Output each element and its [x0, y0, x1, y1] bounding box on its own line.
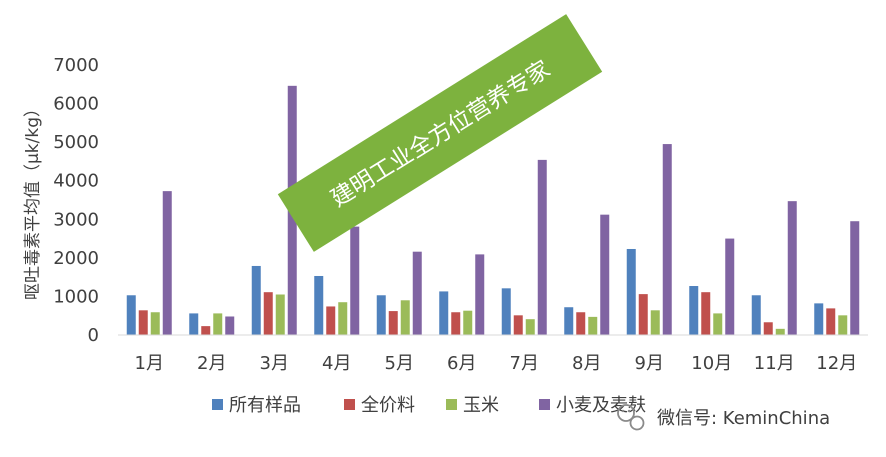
x-tick-label: 4月 [322, 353, 351, 374]
y-tick-label: 7000 [53, 55, 99, 76]
x-tick-label: 7月 [510, 353, 539, 374]
y-tick-label: 3000 [53, 209, 99, 230]
bar [701, 292, 711, 335]
y-tick-label: 1000 [53, 286, 99, 307]
bar [751, 295, 761, 335]
bar [251, 265, 261, 335]
legend-swatch [446, 399, 457, 410]
bar [725, 238, 735, 335]
legend-item: 玉米 [446, 395, 499, 416]
bar [525, 319, 535, 335]
bar [513, 315, 523, 335]
bar [138, 310, 148, 335]
bar [775, 328, 785, 335]
bar [662, 144, 672, 335]
bar [576, 312, 586, 335]
bar [439, 291, 449, 335]
bar [263, 292, 273, 335]
bar [189, 313, 199, 335]
legend-label: 所有样品 [229, 395, 301, 416]
x-tick-label: 12月 [816, 353, 857, 374]
bar [650, 310, 660, 335]
legend-swatch [344, 399, 355, 410]
bar [501, 288, 511, 335]
bar [400, 300, 410, 335]
bar [638, 294, 648, 335]
bar [350, 226, 360, 335]
legend-item: 全价料 [344, 395, 415, 416]
legend-swatch [212, 399, 223, 410]
bar [412, 251, 422, 335]
bar [275, 294, 285, 335]
x-tick-label: 3月 [260, 353, 289, 374]
legend-item: 所有样品 [212, 395, 301, 416]
bar [850, 221, 860, 335]
banner-text: 建明工业全方位营养专家 [327, 56, 555, 212]
x-tick-label: 10月 [691, 353, 732, 374]
bar [600, 214, 610, 335]
bar [150, 312, 160, 335]
bar [213, 313, 223, 335]
bar [826, 308, 836, 335]
bar [451, 312, 461, 335]
y-tick-label: 2000 [53, 248, 99, 269]
x-tick-label: 8月 [572, 353, 601, 374]
bar [689, 286, 699, 335]
bar [314, 275, 324, 335]
legend-label: 小麦及麦麸 [556, 395, 646, 416]
wechat-icon [617, 404, 645, 431]
bar [537, 159, 547, 335]
watermark-text: 微信号: KeminChina [657, 408, 830, 429]
y-tick-label: 4000 [53, 171, 99, 192]
bar [564, 307, 574, 335]
banner: 建明工业全方位营养专家 [277, 14, 603, 252]
x-tick-label: 5月 [385, 353, 414, 374]
bar [838, 315, 848, 335]
x-tick-label: 2月 [197, 353, 226, 374]
y-tick-label: 5000 [53, 132, 99, 153]
bar [388, 311, 398, 335]
bar [713, 313, 723, 335]
bar [814, 303, 824, 335]
bar [787, 201, 797, 335]
bar [326, 306, 336, 335]
legend-label: 全价料 [361, 395, 415, 416]
bar [338, 302, 348, 335]
bar [475, 254, 485, 335]
x-tick-label: 1月 [135, 353, 164, 374]
bar [463, 310, 473, 335]
y-tick-label: 6000 [53, 94, 99, 115]
bar [588, 316, 598, 335]
bar [376, 295, 386, 335]
y-tick-label: 0 [88, 325, 99, 346]
bar [162, 191, 172, 335]
bar [201, 326, 211, 335]
watermark: 微信号: KeminChina [617, 404, 830, 431]
legend-label: 玉米 [463, 395, 499, 416]
x-tick-label: 9月 [635, 353, 664, 374]
banner-background [277, 14, 603, 252]
x-tick-label: 6月 [447, 353, 476, 374]
bar [763, 322, 773, 335]
bar [225, 316, 235, 335]
bar [626, 248, 636, 335]
bar [126, 295, 136, 335]
y-axis-title: 呕吐毒素平均值（μk/kg） [23, 100, 43, 300]
x-tick-label: 11月 [754, 353, 795, 374]
legend-swatch [539, 399, 550, 410]
